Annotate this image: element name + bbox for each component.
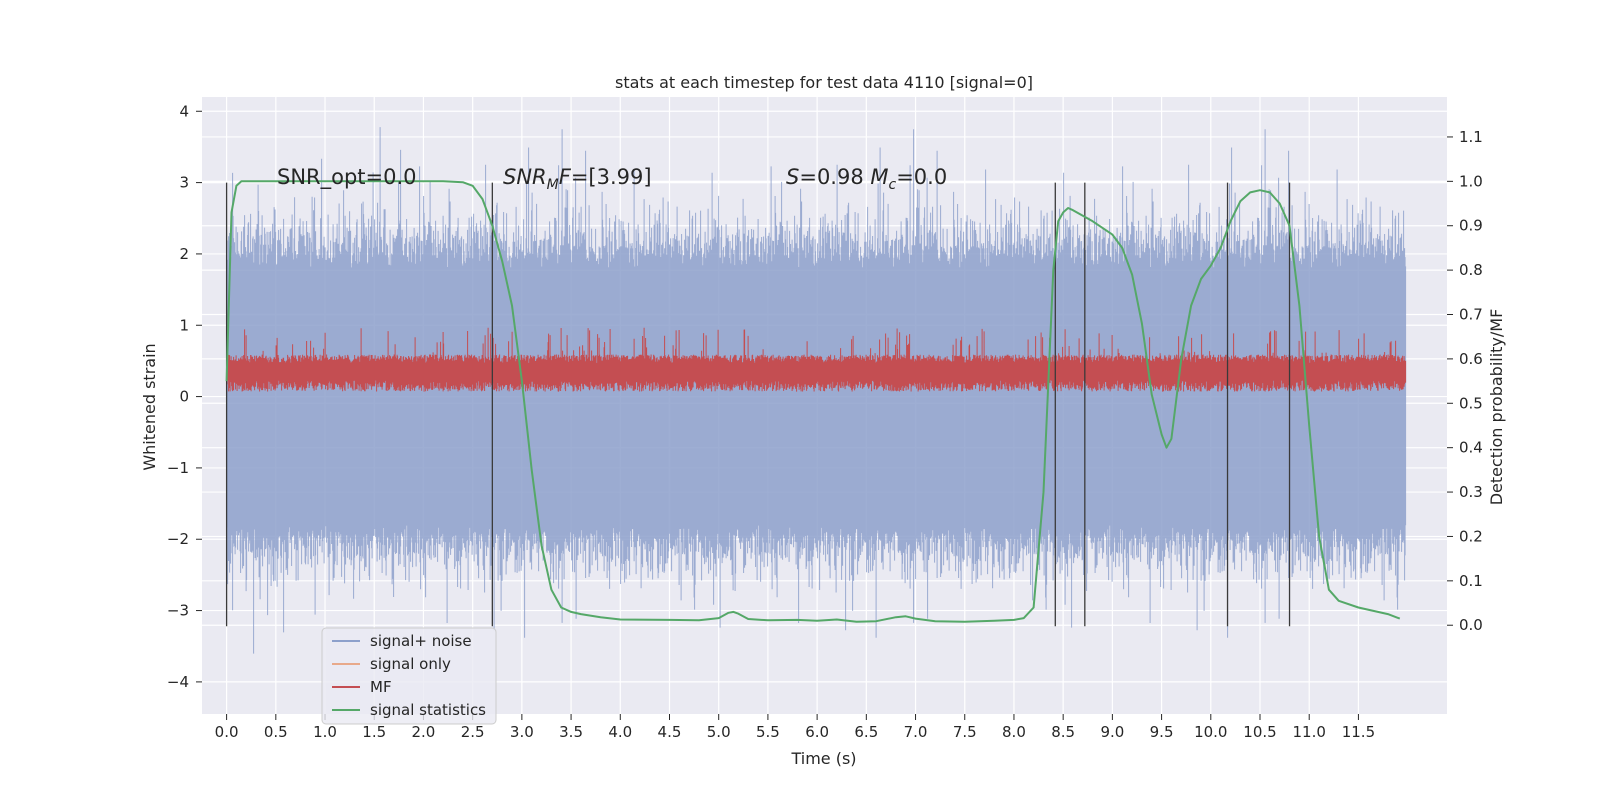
x-tick-label: 7.0 [904, 723, 928, 741]
x-tick-label: 10.5 [1243, 723, 1276, 741]
chart-title: stats at each timestep for test data 411… [615, 73, 1033, 92]
y2-tick-label: 0.6 [1459, 350, 1483, 368]
x-tick-label: 9.0 [1100, 723, 1124, 741]
x-tick-label: 11.5 [1342, 723, 1375, 741]
x-tick-label: 1.5 [362, 723, 386, 741]
x-tick-label: 5.5 [756, 723, 780, 741]
y-tick-label: 3 [179, 174, 189, 192]
x-tick-label: 9.5 [1150, 723, 1174, 741]
y-tick-label: 2 [179, 245, 189, 263]
y-tick-label: 4 [179, 102, 189, 120]
y-axis-ticks: 4 3 2 1 0 −1 −2 −3 −4 [167, 102, 202, 691]
legend-box [321, 627, 497, 725]
legend-label-signal-statistics: signal statistics [370, 701, 486, 719]
y2-axis-title: Detection probability/MF [1487, 309, 1506, 506]
y-tick-label: −1 [167, 459, 189, 477]
x-tick-label: 3.0 [510, 723, 534, 741]
snr-mf-annotation: SNRMF=[3.99] [503, 165, 652, 193]
y2-tick-label: 1.1 [1459, 128, 1483, 146]
y2-tick-label: 0.9 [1459, 217, 1483, 235]
x-tick-label: 5.0 [707, 723, 731, 741]
y2-axis-ticks: 1.1 1.0 0.9 0.8 0.7 0.6 0.5 0.4 0.3 0.2 0.1 0.0 [1447, 128, 1483, 634]
x-tick-label: 11.0 [1293, 723, 1326, 741]
legend: signal+ noise signal only MF signal stat… [321, 627, 497, 725]
y2-tick-label: 0.8 [1459, 261, 1483, 279]
x-tick-label: 10.0 [1194, 723, 1227, 741]
x-tick-label: 0.0 [215, 723, 239, 741]
x-tick-label: 6.0 [805, 723, 829, 741]
x-tick-label: 8.5 [1051, 723, 1075, 741]
y-tick-label: 0 [179, 388, 189, 406]
y-axis-title: Whitened strain [140, 343, 159, 470]
y-tick-label: 1 [179, 316, 189, 334]
y-tick-label: −2 [167, 530, 189, 548]
snr-opt-annotation: SNR_opt=0.0 [277, 165, 417, 190]
y2-tick-label: 0.5 [1459, 394, 1483, 412]
legend-label-signal-only: signal only [370, 655, 451, 673]
signal-statistics-line [225, 180, 1401, 623]
x-tick-label: 3.5 [559, 723, 583, 741]
y2-tick-label: 0.0 [1459, 616, 1483, 634]
x-tick-label: 4.0 [608, 723, 632, 741]
y2-tick-label: 0.4 [1459, 439, 1483, 457]
x-tick-label: 4.5 [658, 723, 682, 741]
y-tick-label: −4 [167, 673, 189, 691]
y-tick-label: −3 [167, 602, 189, 620]
y2-tick-label: 0.1 [1459, 572, 1483, 590]
legend-label-mf: MF [370, 678, 392, 696]
x-tick-label: 8.0 [1002, 723, 1026, 741]
x-tick-label: 2.0 [412, 723, 436, 741]
signal-statistics-series [225, 180, 1401, 623]
legend-label-signal-noise: signal+ noise [370, 632, 472, 650]
s-mc-annotation: S=0.98 Mc=0.0 [786, 165, 947, 193]
y2-tick-label: 0.3 [1459, 483, 1483, 501]
x-axis-title: Time (s) [790, 749, 856, 768]
x-axis-ticks: 0.0 0.5 1.0 1.5 2.0 2.5 3.0 3.5 4.0 4.5 5.0 5.5 6.0 6… [215, 714, 1375, 741]
x-tick-label: 1.0 [313, 723, 337, 741]
y2-tick-label: 1.0 [1459, 172, 1483, 190]
x-tick-label: 0.5 [264, 723, 288, 741]
y2-tick-label: 0.7 [1459, 306, 1483, 324]
x-tick-label: 7.5 [953, 723, 977, 741]
y2-tick-label: 0.2 [1459, 527, 1483, 545]
x-tick-label: 6.5 [854, 723, 878, 741]
x-tick-label: 2.5 [461, 723, 485, 741]
